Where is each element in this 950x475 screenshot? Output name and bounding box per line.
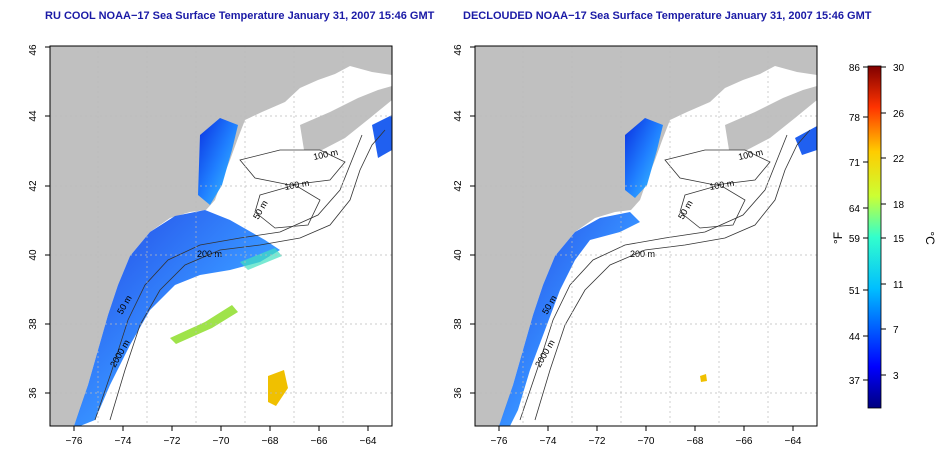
- right-y-tick: 46: [453, 44, 464, 56]
- colorbar-f-tick: 51: [849, 286, 861, 297]
- left-y-tick: 40: [28, 249, 39, 261]
- right-y-tick: 36: [453, 387, 464, 399]
- right-y-tick: 42: [453, 180, 464, 192]
- colorbar-f-tick: 59: [849, 234, 861, 245]
- right-map: [475, 46, 817, 426]
- left-y-tick: 44: [28, 110, 39, 122]
- colorbar-c-tick: 15: [893, 234, 905, 245]
- colorbar-c-tick: 30: [893, 63, 905, 74]
- left-sst-gulf-of-maine: [198, 118, 238, 205]
- left-sst-nova: [372, 115, 392, 158]
- right-x-tick: −72: [589, 436, 606, 447]
- left-y-tick: 38: [28, 318, 39, 330]
- left-sst-warm-band: [170, 305, 238, 344]
- left-map: [50, 46, 392, 426]
- colorbar-c-tick: 26: [893, 109, 905, 120]
- left-panel-title: RU COOL NOAA−17 Sea Surface Temperature …: [45, 10, 435, 22]
- colorbar-c-tick: 7: [893, 325, 899, 336]
- left-x-tick: −66: [311, 436, 328, 447]
- colorbar-f-tick: 64: [849, 204, 861, 215]
- colorbar-c-tick: 18: [893, 200, 905, 211]
- right-sst-gulf-of-maine: [625, 118, 663, 198]
- right-sst-nova: [795, 126, 817, 155]
- right-land: [475, 46, 817, 426]
- colorbar: [867, 65, 882, 409]
- left-contour-label: 100 m: [284, 178, 310, 192]
- colorbar-unit-c: °C: [923, 231, 937, 245]
- right-sst-coastal: [499, 212, 640, 426]
- right-sst-patch: [700, 374, 707, 382]
- right-x-tick: −66: [736, 436, 753, 447]
- left-x-tick: −76: [66, 436, 83, 447]
- colorbar-c-tick: 3: [893, 371, 899, 382]
- right-x-tick: −70: [638, 436, 655, 447]
- colorbar-f-tick: 86: [849, 63, 861, 74]
- right-y-tick: 40: [453, 249, 464, 261]
- left-x-tick: −72: [164, 436, 181, 447]
- left-y-tick: 42: [28, 180, 39, 192]
- right-nova-scotia: [725, 86, 817, 150]
- right-x-tick: −74: [540, 436, 557, 447]
- left-x-tick: −70: [213, 436, 230, 447]
- left-x-tick: −74: [115, 436, 132, 447]
- left-grid: [50, 46, 392, 426]
- right-x-tick: −64: [785, 436, 802, 447]
- right-panel-title: DECLOUDED NOAA−17 Sea Surface Temperatur…: [463, 10, 872, 22]
- colorbar-unit-f: °F: [831, 232, 845, 244]
- right-contour-label: 100 m: [709, 178, 735, 192]
- right-x-tick: −68: [687, 436, 704, 447]
- left-sst-coastal: [74, 210, 280, 426]
- left-nova-scotia: [300, 86, 392, 150]
- right-bathymetry: [519, 129, 811, 421]
- left-y-tick: 36: [28, 387, 39, 399]
- colorbar-f-tick: 78: [849, 113, 861, 124]
- right-x-tick: −76: [491, 436, 508, 447]
- colorbar-c-tick: 22: [893, 154, 905, 165]
- colorbar-c-tick: 11: [893, 280, 904, 291]
- left-x-tick: −64: [360, 436, 377, 447]
- right-contour-label: 200 m: [630, 249, 655, 259]
- left-y-tick: 46: [28, 44, 39, 56]
- left-x-tick: −68: [262, 436, 279, 447]
- colorbar-f-tick: 44: [849, 332, 861, 343]
- left-sst-shelf-break: [240, 248, 282, 270]
- right-grid: [475, 46, 817, 426]
- right-y-tick: 44: [453, 110, 464, 122]
- colorbar-f-tick: 71: [849, 158, 861, 169]
- left-bathymetry: [94, 129, 386, 421]
- colorbar-f-tick: 37: [849, 376, 861, 387]
- left-sst-warm-patch: [268, 370, 288, 406]
- left-contour-label: 200 m: [197, 249, 222, 259]
- left-land: [50, 46, 392, 426]
- right-y-tick: 38: [453, 318, 464, 330]
